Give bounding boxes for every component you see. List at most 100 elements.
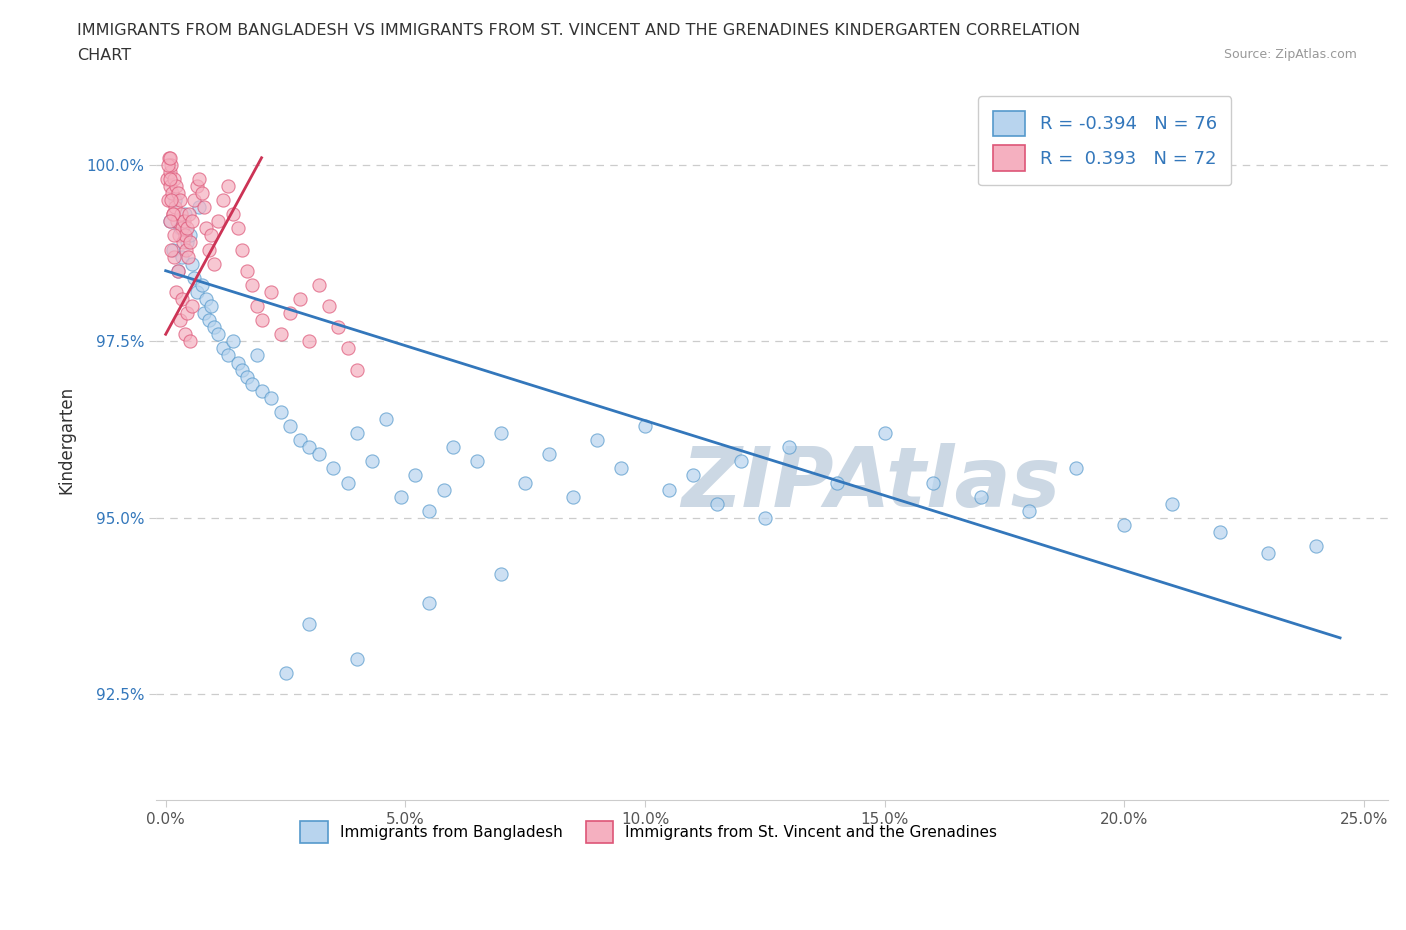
- Legend: Immigrants from Bangladesh, Immigrants from St. Vincent and the Grenadines: Immigrants from Bangladesh, Immigrants f…: [292, 814, 1005, 850]
- Point: [308, 277, 330, 292]
- Point: [174, 242, 197, 257]
- Point: [250, 312, 273, 327]
- Y-axis label: Kindergarten: Kindergarten: [58, 386, 75, 494]
- Point: [176, 221, 198, 236]
- Point: [183, 193, 205, 207]
- Point: [322, 461, 344, 476]
- Point: [170, 221, 193, 236]
- Point: [160, 242, 183, 257]
- Point: [169, 193, 191, 207]
- Point: [222, 206, 245, 221]
- Text: CHART: CHART: [77, 48, 131, 63]
- Point: [162, 186, 184, 201]
- Point: [288, 432, 311, 447]
- Point: [250, 383, 273, 398]
- Point: [360, 454, 382, 469]
- Point: [173, 214, 195, 229]
- Point: [207, 214, 229, 229]
- Point: [162, 206, 184, 221]
- Point: [375, 412, 398, 427]
- Point: [346, 426, 368, 441]
- Point: [202, 257, 225, 272]
- Point: [190, 277, 212, 292]
- Point: [207, 326, 229, 341]
- Point: [212, 193, 235, 207]
- Point: [186, 285, 208, 299]
- Point: [246, 299, 269, 313]
- Point: [179, 228, 201, 243]
- Point: [193, 306, 215, 321]
- Point: [418, 503, 440, 518]
- Point: [173, 206, 195, 221]
- Point: [270, 326, 292, 341]
- Point: [298, 334, 321, 349]
- Point: [226, 221, 249, 236]
- Point: [156, 171, 179, 186]
- Point: [181, 257, 204, 272]
- Text: Source: ZipAtlas.com: Source: ZipAtlas.com: [1223, 48, 1357, 61]
- Point: [489, 426, 512, 441]
- Point: [162, 242, 184, 257]
- Point: [159, 165, 181, 179]
- Point: [166, 263, 188, 278]
- Point: [318, 299, 340, 313]
- Point: [157, 151, 180, 166]
- Point: [586, 432, 609, 447]
- Point: [226, 355, 249, 370]
- Point: [778, 440, 800, 455]
- Point: [308, 446, 330, 461]
- Point: [825, 475, 848, 490]
- Point: [441, 440, 464, 455]
- Point: [159, 171, 181, 186]
- Point: [231, 242, 253, 257]
- Point: [1209, 525, 1232, 539]
- Point: [274, 666, 297, 681]
- Point: [163, 171, 186, 186]
- Point: [165, 200, 187, 215]
- Point: [231, 362, 253, 377]
- Point: [160, 157, 183, 172]
- Point: [1018, 503, 1040, 518]
- Point: [260, 391, 283, 405]
- Point: [179, 235, 201, 250]
- Point: [489, 567, 512, 582]
- Point: [167, 186, 190, 201]
- Text: IMMIGRANTS FROM BANGLADESH VS IMMIGRANTS FROM ST. VINCENT AND THE GRENADINES KIN: IMMIGRANTS FROM BANGLADESH VS IMMIGRANTS…: [77, 23, 1080, 38]
- Point: [1305, 538, 1327, 553]
- Point: [165, 193, 187, 207]
- Point: [188, 200, 211, 215]
- Point: [236, 369, 259, 384]
- Point: [246, 348, 269, 363]
- Point: [730, 454, 752, 469]
- Point: [169, 221, 191, 236]
- Point: [193, 200, 215, 215]
- Point: [173, 228, 195, 243]
- Point: [170, 206, 193, 221]
- Point: [465, 454, 488, 469]
- Point: [278, 418, 301, 433]
- Point: [172, 291, 194, 306]
- Point: [212, 341, 235, 356]
- Point: [169, 312, 191, 327]
- Point: [202, 320, 225, 335]
- Point: [181, 299, 204, 313]
- Point: [179, 334, 201, 349]
- Point: [658, 482, 681, 497]
- Point: [1066, 461, 1088, 476]
- Point: [159, 214, 181, 229]
- Point: [190, 186, 212, 201]
- Point: [1257, 546, 1279, 561]
- Point: [188, 171, 211, 186]
- Point: [172, 235, 194, 250]
- Point: [346, 362, 368, 377]
- Point: [1114, 517, 1136, 532]
- Point: [160, 193, 183, 207]
- Point: [181, 214, 204, 229]
- Point: [217, 348, 239, 363]
- Point: [159, 214, 181, 229]
- Point: [163, 228, 186, 243]
- Point: [222, 334, 245, 349]
- Point: [195, 291, 218, 306]
- Point: [278, 306, 301, 321]
- Point: [404, 468, 426, 483]
